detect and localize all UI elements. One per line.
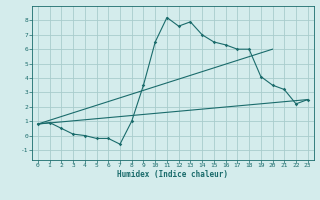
- X-axis label: Humidex (Indice chaleur): Humidex (Indice chaleur): [117, 170, 228, 179]
